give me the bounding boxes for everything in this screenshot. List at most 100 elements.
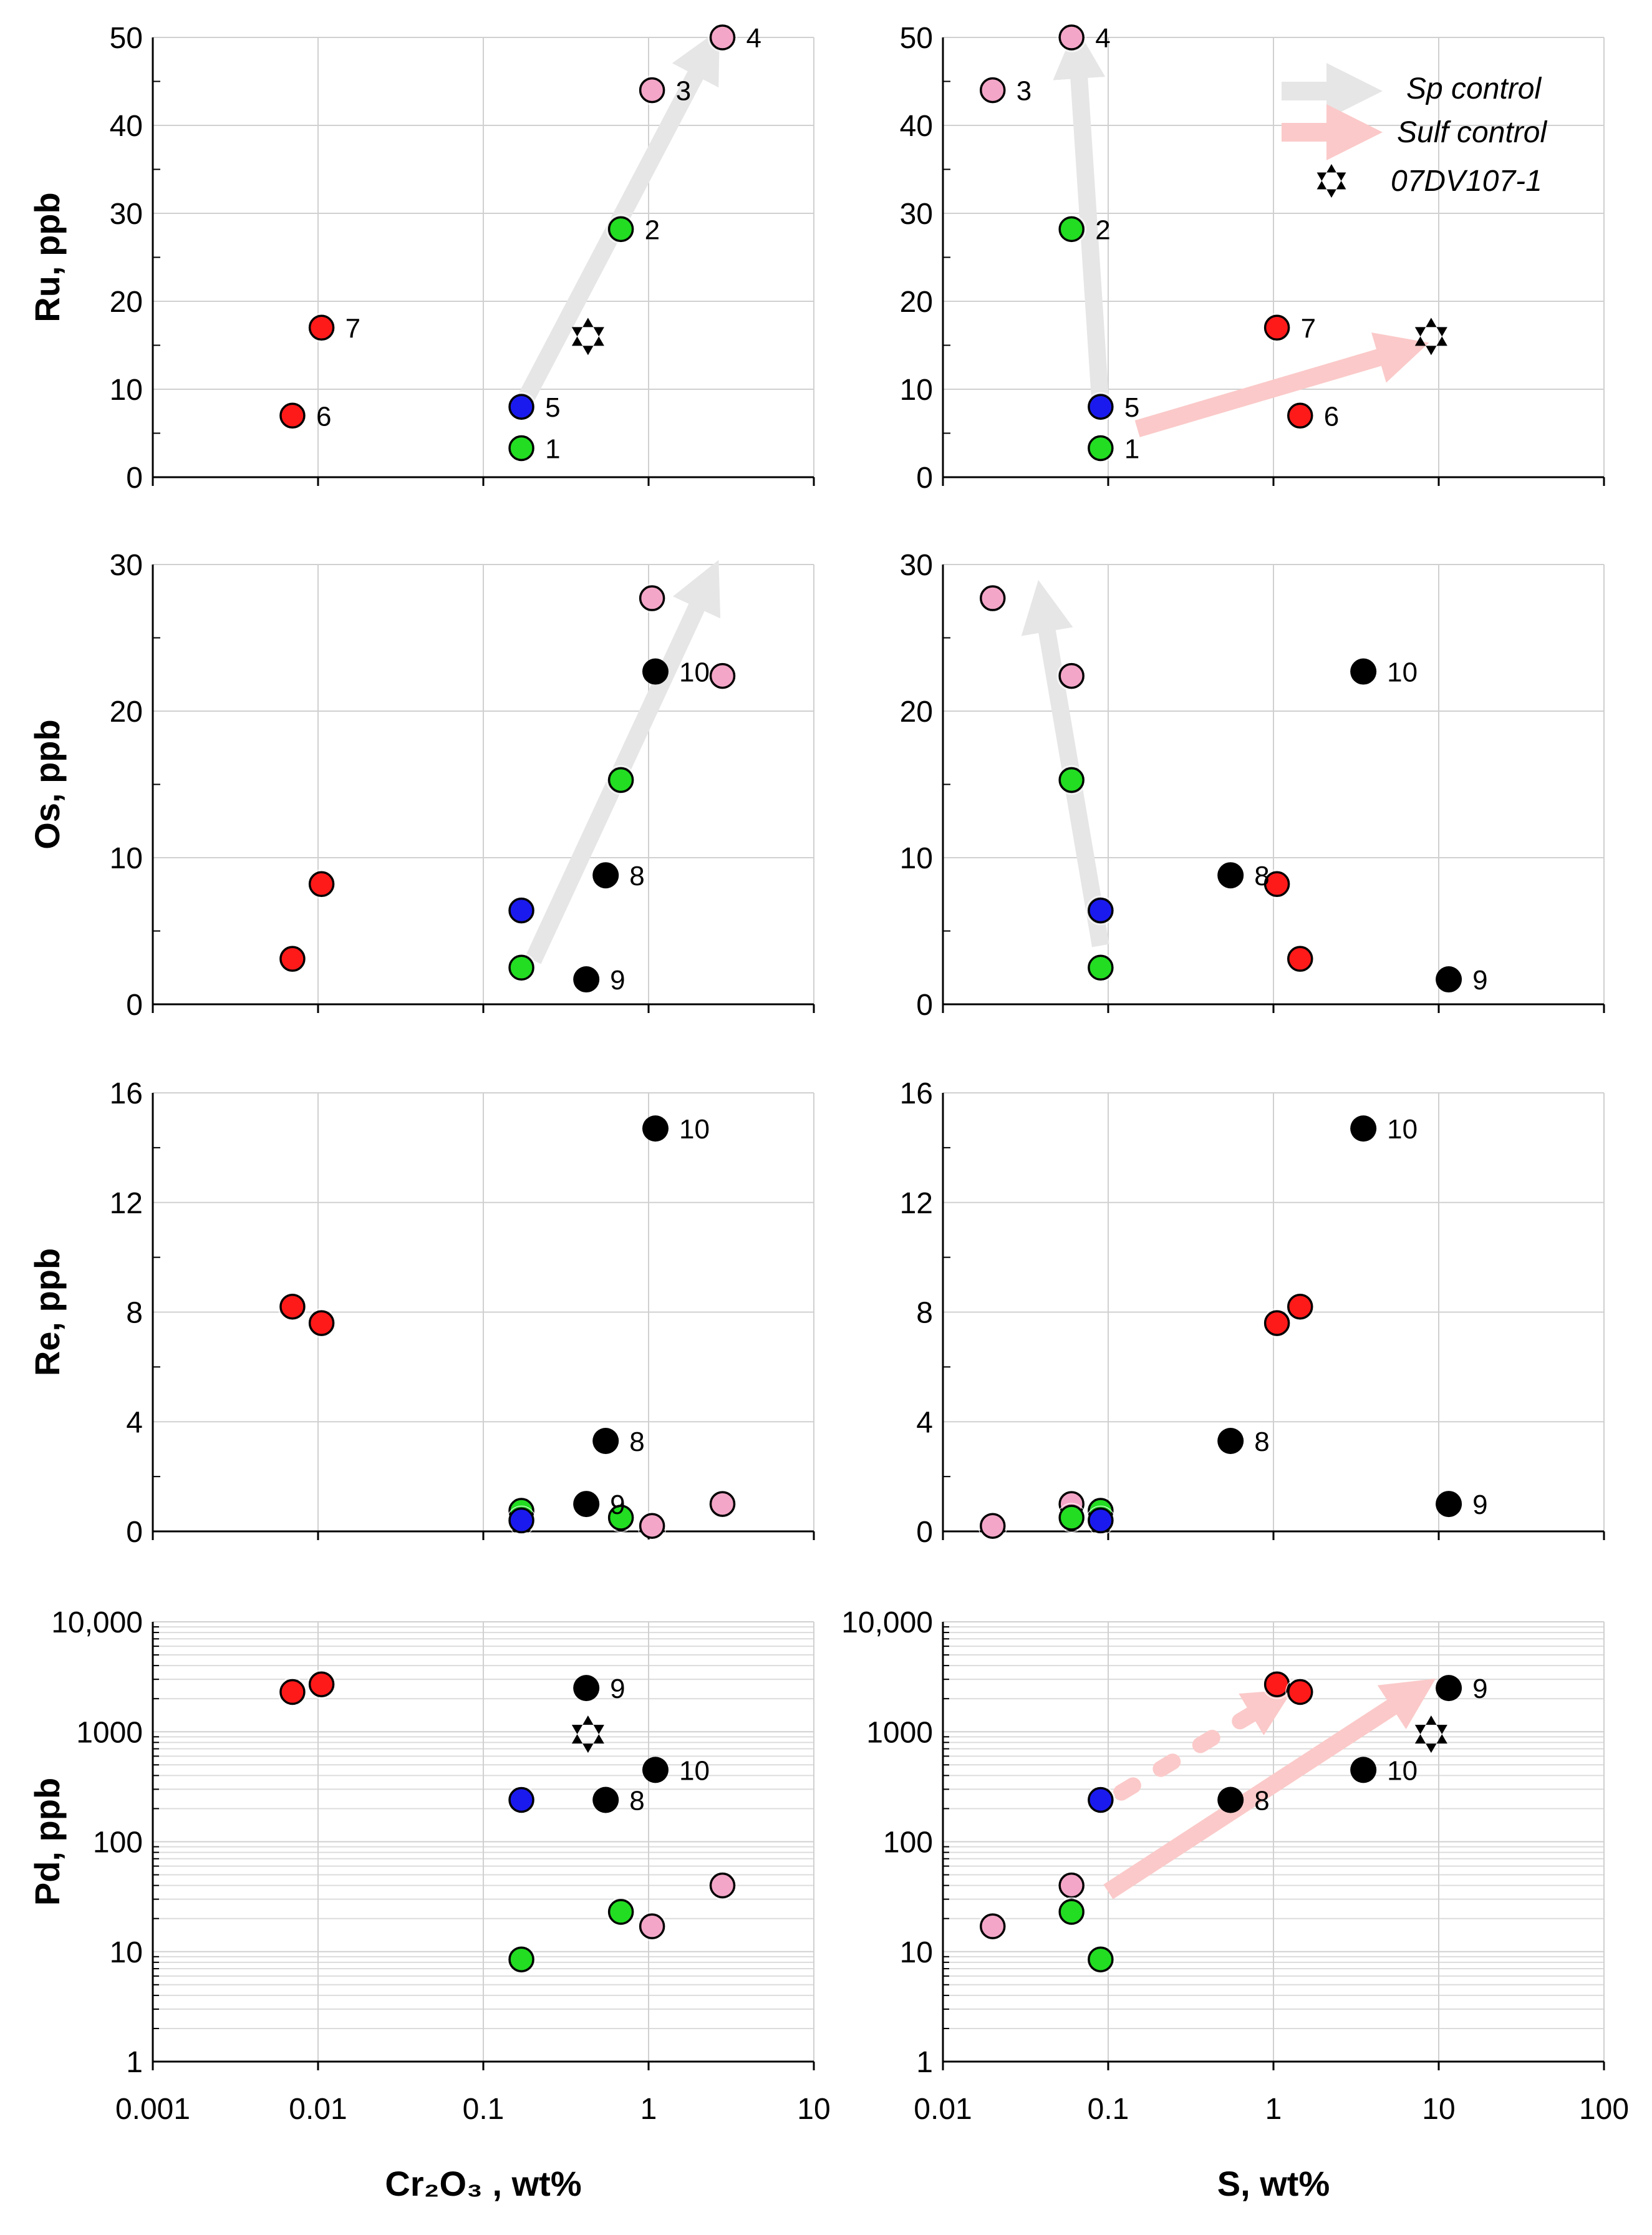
data-point bbox=[642, 658, 669, 685]
y-tick-label: 10 bbox=[110, 1936, 143, 1969]
data-point-halo bbox=[1086, 896, 1116, 926]
y-tick-label: 1 bbox=[916, 2046, 933, 2079]
data-point bbox=[1436, 1491, 1462, 1518]
x-axis-label: S, wt% bbox=[1217, 2164, 1330, 2203]
panel-re-vs-s: 0 4 8 12 16 8 9 10 bbox=[900, 1077, 1605, 1549]
y-tick-label: 1 bbox=[126, 2046, 143, 2079]
data-point-halo bbox=[307, 869, 337, 899]
data-point bbox=[1058, 662, 1084, 689]
sulf-control-dashed-arrow bbox=[1113, 1689, 1293, 1801]
point-label: 2 bbox=[1095, 215, 1110, 245]
point-label: 8 bbox=[1254, 861, 1269, 891]
data-point bbox=[1263, 1671, 1290, 1697]
y-tick-label: 12 bbox=[110, 1187, 143, 1220]
data-point-halo bbox=[978, 1511, 1008, 1541]
point-label: 6 bbox=[316, 401, 331, 432]
legend: Sp control Sulf control 07DV107-1 bbox=[1282, 63, 1547, 198]
data-point bbox=[980, 1913, 1006, 1939]
data-point-halo bbox=[606, 765, 636, 795]
legend-star-label: 07DV107-1 bbox=[1391, 165, 1542, 198]
data-point-halo bbox=[506, 953, 536, 982]
data-point bbox=[642, 1115, 669, 1142]
y-tick-label: 0 bbox=[916, 1516, 933, 1549]
data-point-halo bbox=[278, 1677, 307, 1707]
y-tick-label: 30 bbox=[900, 549, 933, 582]
data-point bbox=[1287, 946, 1313, 972]
point-label: 3 bbox=[1017, 76, 1031, 107]
y-tick-label: 4 bbox=[916, 1406, 933, 1439]
data-point-halo bbox=[506, 392, 536, 422]
data-point-halo bbox=[707, 661, 737, 691]
data-point bbox=[1058, 1872, 1084, 1899]
panel-os-vs-cr2o3: 0 10 20 30 Os, ppb 8 9 10 bbox=[27, 549, 815, 1022]
data-point-halo bbox=[1285, 944, 1315, 974]
y-axis-label: Pd, ppb bbox=[27, 1778, 67, 1906]
point-label: 10 bbox=[1387, 1114, 1418, 1145]
data-point bbox=[308, 1310, 335, 1336]
data-point bbox=[1088, 1787, 1114, 1813]
y-axis-label: Os, ppb bbox=[27, 719, 67, 849]
data-point bbox=[1058, 24, 1084, 51]
data-point bbox=[1217, 862, 1244, 889]
point-label: 9 bbox=[610, 965, 625, 996]
data-point bbox=[308, 1671, 335, 1697]
y-tick-label: 12 bbox=[900, 1187, 933, 1220]
data-point-halo bbox=[1086, 392, 1116, 422]
data-point bbox=[639, 1513, 665, 1539]
data-point bbox=[508, 1787, 534, 1813]
y-tick-label: 0 bbox=[126, 989, 143, 1022]
data-point bbox=[279, 1293, 306, 1320]
data-point-halo bbox=[637, 1511, 667, 1541]
data-point-halo bbox=[1056, 214, 1086, 244]
data-point-halo bbox=[707, 22, 737, 52]
data-point bbox=[573, 1675, 600, 1702]
data-point-halo bbox=[1285, 400, 1315, 430]
data-point-halo bbox=[978, 75, 1008, 105]
data-point bbox=[1217, 1787, 1244, 1813]
data-point-halo bbox=[1285, 1677, 1315, 1707]
data-point-halo bbox=[1086, 1944, 1116, 1974]
y-tick-label: 50 bbox=[900, 22, 933, 55]
y-tick-label: 100 bbox=[883, 1826, 933, 1859]
data-point bbox=[1088, 897, 1114, 924]
data-point-halo bbox=[637, 75, 667, 105]
point-label: 1 bbox=[545, 434, 560, 464]
data-point bbox=[508, 394, 534, 420]
point-label: 7 bbox=[345, 313, 360, 344]
y-tick-label: 30 bbox=[110, 549, 143, 582]
panel-pd-vs-s: 1 10 100 1000 10,000 0.01 0.1 1 10 100 S, wt% 9 10 8 bbox=[841, 1606, 1629, 2203]
data-point-halo bbox=[1262, 1308, 1292, 1338]
y-tick-label: 40 bbox=[900, 110, 933, 143]
gridlines bbox=[942, 37, 1605, 486]
data-point bbox=[279, 1679, 306, 1705]
data-point-halo bbox=[978, 583, 1008, 613]
data-point bbox=[607, 1505, 634, 1531]
y-tick-label: 0 bbox=[916, 462, 933, 495]
gridlines bbox=[152, 564, 815, 1013]
panel-ru-vs-s: 0 10 20 30 40 50 3 4 2 5 1 7 6 bbox=[900, 22, 1605, 495]
data-point bbox=[1263, 1310, 1290, 1336]
data-point-halo bbox=[606, 1503, 636, 1533]
x-tick-label: 100 bbox=[1579, 2093, 1629, 2126]
point-label: 10 bbox=[679, 1114, 710, 1145]
x-tick-label: 0.01 bbox=[914, 2093, 972, 2126]
y-tick-label: 8 bbox=[126, 1297, 143, 1330]
legend-star-icon bbox=[1316, 164, 1346, 198]
data-point-halo bbox=[278, 944, 307, 974]
sulf-control-arrow bbox=[1134, 332, 1429, 437]
data-point-halo bbox=[1086, 1505, 1116, 1535]
data-point bbox=[592, 1787, 619, 1813]
point-label: 8 bbox=[629, 1427, 644, 1457]
y-tick-label: 0 bbox=[126, 1516, 143, 1549]
y-tick-label: 20 bbox=[110, 286, 143, 319]
x-axis-label: Cr₂O₃ , wt% bbox=[385, 2164, 581, 2203]
x-tick-label: 0.001 bbox=[115, 2093, 190, 2126]
point-label: 4 bbox=[1095, 23, 1110, 54]
data-point-halo bbox=[506, 1785, 536, 1815]
point-label: 2 bbox=[645, 215, 660, 245]
data-point bbox=[508, 1946, 534, 1972]
data-point bbox=[1436, 1675, 1462, 1702]
data-point bbox=[709, 1491, 736, 1517]
data-point bbox=[709, 1872, 736, 1899]
